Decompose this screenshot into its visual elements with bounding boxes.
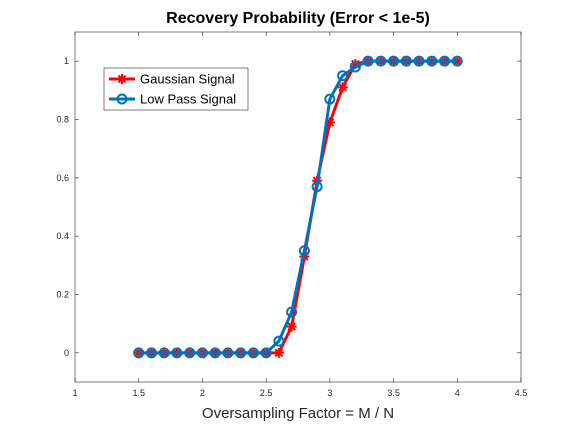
x-tick-label: 4.5 xyxy=(515,388,528,398)
x-tick-label: 2 xyxy=(200,388,205,398)
data-point xyxy=(324,93,336,105)
data-point xyxy=(439,55,451,67)
plot-border xyxy=(74,31,522,383)
legend-label: Gaussian Signal xyxy=(140,72,235,87)
data-point xyxy=(311,181,323,193)
data-point xyxy=(247,347,259,359)
data-point xyxy=(133,347,145,359)
legend-marker xyxy=(116,93,128,105)
data-point xyxy=(375,55,387,67)
y-tick-label: 0.4 xyxy=(56,231,69,241)
x-tick-label: 2.5 xyxy=(260,388,273,398)
data-point xyxy=(158,347,170,359)
data-point xyxy=(273,335,285,347)
axis-ticks: 1 1.5 2 2.5 3 3.5 4 4.5 0 0.2 0.4 0.6 0.8 1 xyxy=(56,32,527,398)
y-tick-label: 1 xyxy=(64,56,69,66)
data-point xyxy=(222,347,234,359)
y-tick-label: 0.8 xyxy=(56,115,69,125)
legend: Gaussian Signal Low Pass Signal xyxy=(103,67,249,111)
data-point xyxy=(171,347,183,359)
y-tick-label: 0 xyxy=(64,348,69,358)
data-point xyxy=(145,347,157,359)
data-point xyxy=(286,306,298,318)
series-2 xyxy=(133,55,463,359)
legend-box xyxy=(103,67,249,111)
data-point xyxy=(196,347,208,359)
data-point xyxy=(298,245,310,257)
data-point xyxy=(209,347,221,359)
data-point xyxy=(400,55,412,67)
legend-marker xyxy=(117,74,127,84)
x-tick-label: 1 xyxy=(72,388,77,398)
data-point xyxy=(337,82,348,93)
data-point xyxy=(260,347,272,359)
series-line xyxy=(138,59,458,355)
x-tick-label: 4 xyxy=(455,388,460,398)
y-tick-label: 0.6 xyxy=(56,173,69,183)
data-point xyxy=(235,347,247,359)
data-point xyxy=(388,55,400,67)
data-point xyxy=(349,61,361,73)
data-point xyxy=(451,55,463,67)
data-point xyxy=(426,55,438,67)
data-point xyxy=(286,321,297,332)
x-tick-label: 3 xyxy=(327,388,332,398)
y-tick-label: 0.2 xyxy=(56,290,69,300)
x-tick-label: 1.5 xyxy=(132,388,145,398)
x-axis-label: Oversampling Factor = M / N xyxy=(202,405,394,422)
data-point xyxy=(273,347,284,358)
data-point xyxy=(337,70,349,82)
series-layer xyxy=(133,55,463,359)
data-point xyxy=(362,55,374,67)
legend-label: Low Pass Signal xyxy=(140,92,236,107)
chart-title: Recovery Probability (Error < 1e-5) xyxy=(166,10,430,27)
data-point xyxy=(184,347,196,359)
x-tick-label: 3.5 xyxy=(387,388,400,398)
data-point xyxy=(413,55,425,67)
